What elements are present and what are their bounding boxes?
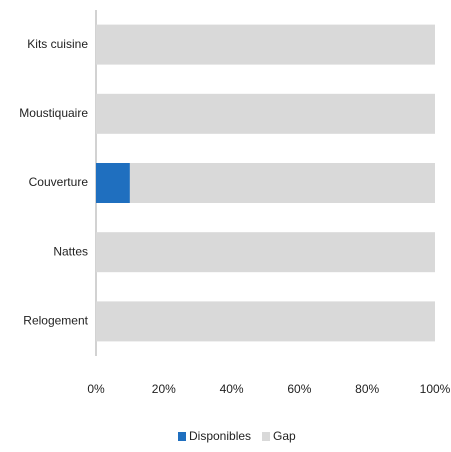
category-label-kits-cuisine: Kits cuisine [27,37,88,51]
bars [96,24,435,342]
x-tick-label-100: 100% [420,382,451,396]
legend: Disponibles Gap [178,429,296,443]
category-labels: Kits cuisine Moustiquaire Couverture Nattes… [19,37,88,328]
legend-swatch-gap [262,432,270,441]
legend-label-disponibles: Disponibles [189,429,251,443]
bar-gap-couverture [129,163,435,203]
legend-swatch-disponibles [178,432,186,441]
x-tick-label-40: 40% [220,382,244,396]
x-tick-label-20: 20% [152,382,176,396]
category-label-moustiquaire: Moustiquaire [19,106,88,120]
x-tick-labels: 0% 20% 40% 60% 80% 100% [87,382,450,396]
x-tick-label-80: 80% [355,382,379,396]
bar-gap-nattes [96,232,435,273]
bar-gap-relogement [96,301,435,342]
legend-label-gap: Gap [273,429,296,443]
bar-gap-moustiquaire [96,93,435,134]
category-label-couverture: Couverture [29,175,89,189]
x-tick-label-0: 0% [87,382,105,396]
category-label-nattes: Nattes [53,244,88,258]
category-label-relogement: Relogement [23,314,88,328]
x-tick-label-60: 60% [287,382,311,396]
bar-disponibles-couverture [96,163,130,203]
bar-gap-kits-cuisine [96,24,435,65]
